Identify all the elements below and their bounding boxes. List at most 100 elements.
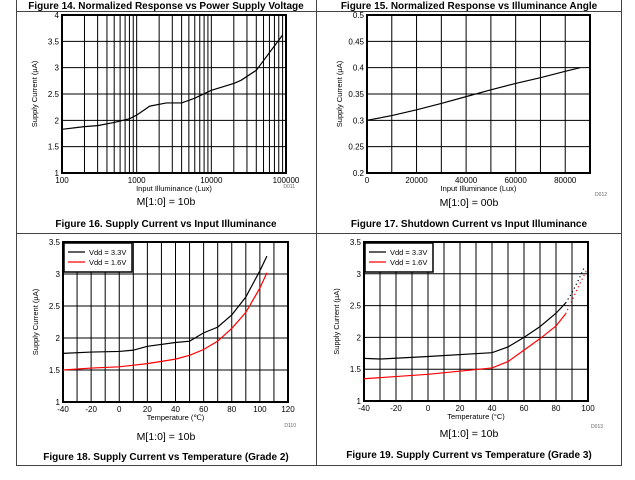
mode-label: M[1:0] = 10b [137,196,196,208]
x-tick-label: 20 [143,405,152,414]
x-tick-label: 80 [227,405,236,414]
x-tick-label: 100000 [273,176,300,185]
y-axis-label: Supply Current (µA) [30,60,39,127]
chart-1: 1 1.5 2 2.5 3 3.5 4 100 1000 10000 100000 Input Ill… [30,11,300,230]
y-tick-label: 1 [55,169,60,178]
chart-3: 1 1.5 2 2.5 3 3.5 -40 -20 0 20 40 60 80 100 120 Tempera… [31,238,296,463]
x-tick-label: 0 [365,176,370,185]
series-line-1 [61,34,284,130]
top-caption-right: Figure 15. Normalized Response vs Illumi… [341,1,598,12]
x-tick-label: 40 [171,405,180,414]
figure-code: D013 [591,424,603,430]
plot-frame [363,241,589,402]
figure-code: D011 [283,184,295,190]
legend-box [63,242,133,273]
mode-label: M[1:0] = 10b [440,428,499,440]
figure-caption: Figure 16. Supply Current vs Input Illum… [55,219,277,230]
figure-caption: Figure 17. Shutdown Current vs Input Ill… [351,219,588,230]
x-tick-label: 100 [253,405,267,414]
series-line-2 [363,313,567,380]
x-tick-label: 100 [581,404,595,413]
y-tick-label: 1.5 [350,365,362,374]
y-tick-label: 4 [55,11,60,20]
y-axis-label: Supply Current (µA) [332,288,341,355]
figure-caption: Figure 19. Supply Current vs Temperature… [346,450,591,461]
y-tick-label: 0.2 [353,169,365,178]
plot-frame [62,241,289,403]
chart-2: 0.2 0.25 0.3 0.35 0.4 0.45 0.5 0 20000 40000 60000… [335,11,607,230]
chart-4: 1 1.5 2 2.5 3 3.5 -40 -20 0 20 40 60 80 100 Temperatur… [332,238,603,461]
figure-caption: Figure 18. Supply Current vs Temperature… [43,452,288,463]
y-tick-label: 0.3 [353,116,365,125]
x-tick-label: 20000 [405,176,428,185]
y-tick-label: 0.45 [348,37,364,46]
y-tick-label: 0.5 [353,11,365,20]
y-tick-label: 0.35 [348,90,364,99]
x-tick-label: 40 [488,404,497,413]
x-tick-label: 0 [426,404,431,413]
x-tick-label: 120 [281,405,295,414]
panel-frames [16,0,622,466]
top-caption-left: Figure 14. Normalized Response vs Power … [28,1,304,12]
y-tick-label: 2.5 [350,302,362,311]
x-tick-label: -20 [85,405,97,414]
plot-frame [366,14,591,174]
series-line-1 [62,255,268,354]
y-tick-label: 3 [56,270,61,279]
x-tick-label: 1000 [128,176,146,185]
x-axis-label: Input Illuminance (Lux) [441,184,517,193]
x-tick-label: 80 [552,404,561,413]
legend-label: Vdd = 3.3V [89,248,126,257]
mode-label: M[1:0] = 10b [137,431,196,443]
mode-label: M[1:0] = 00b [440,197,499,209]
y-tick-label: 2.5 [49,302,61,311]
x-axis-label: Input Illuminance (Lux) [136,184,212,193]
x-tick-label: 0 [117,405,122,414]
x-tick-label: 40000 [455,176,478,185]
y-tick-label: 2 [56,334,61,343]
legend-box [364,242,434,273]
y-tick-label: 2 [55,116,60,125]
x-tick-label: 60 [199,405,208,414]
plot-frame [61,14,287,174]
y-tick-label: 3 [55,64,60,73]
y-tick-label: 3.5 [48,37,60,46]
series-line-1 [366,67,581,121]
y-tick-label: 0.25 [348,143,364,152]
series-line-1 [363,302,567,360]
series-line-2 [62,272,268,371]
figure-code: D110 [284,423,296,429]
figure-code: D012 [595,192,607,198]
y-tick-label: 1.5 [49,366,61,375]
y-tick-label: 2 [357,333,362,342]
series-extrapolation-2 [565,270,587,315]
y-tick-label: 0.4 [353,64,365,73]
legend-label: Vdd = 1.6V [390,258,427,267]
x-tick-label: 20 [456,404,465,413]
y-tick-label: 3.5 [49,238,61,247]
series-extrapolation-1 [565,265,586,304]
y-tick-label: 1 [357,397,362,406]
x-axis-label: Temperature (℃) [147,413,205,422]
y-axis-label: Supply Current (µA) [31,288,40,355]
legend-label: Vdd = 1.6V [89,258,126,267]
y-tick-label: 3.5 [350,238,362,247]
y-tick-label: 1.5 [48,143,60,152]
x-tick-label: -20 [390,404,402,413]
x-tick-label: -40 [358,404,370,413]
y-tick-label: 3 [357,270,362,279]
y-tick-label: 2.5 [48,90,60,99]
x-tick-label: 60 [520,404,529,413]
y-axis-label: Supply Current (µA) [335,60,344,127]
x-tick-label: 100 [55,176,69,185]
x-tick-label: 60000 [505,176,528,185]
legend-label: Vdd = 3.3V [390,248,427,257]
y-tick-label: 1 [56,398,61,407]
x-tick-label: -40 [57,405,69,414]
x-tick-label: 80000 [554,176,577,185]
x-axis-label: Temperature (°C) [447,412,505,421]
x-tick-label: 10000 [200,176,223,185]
